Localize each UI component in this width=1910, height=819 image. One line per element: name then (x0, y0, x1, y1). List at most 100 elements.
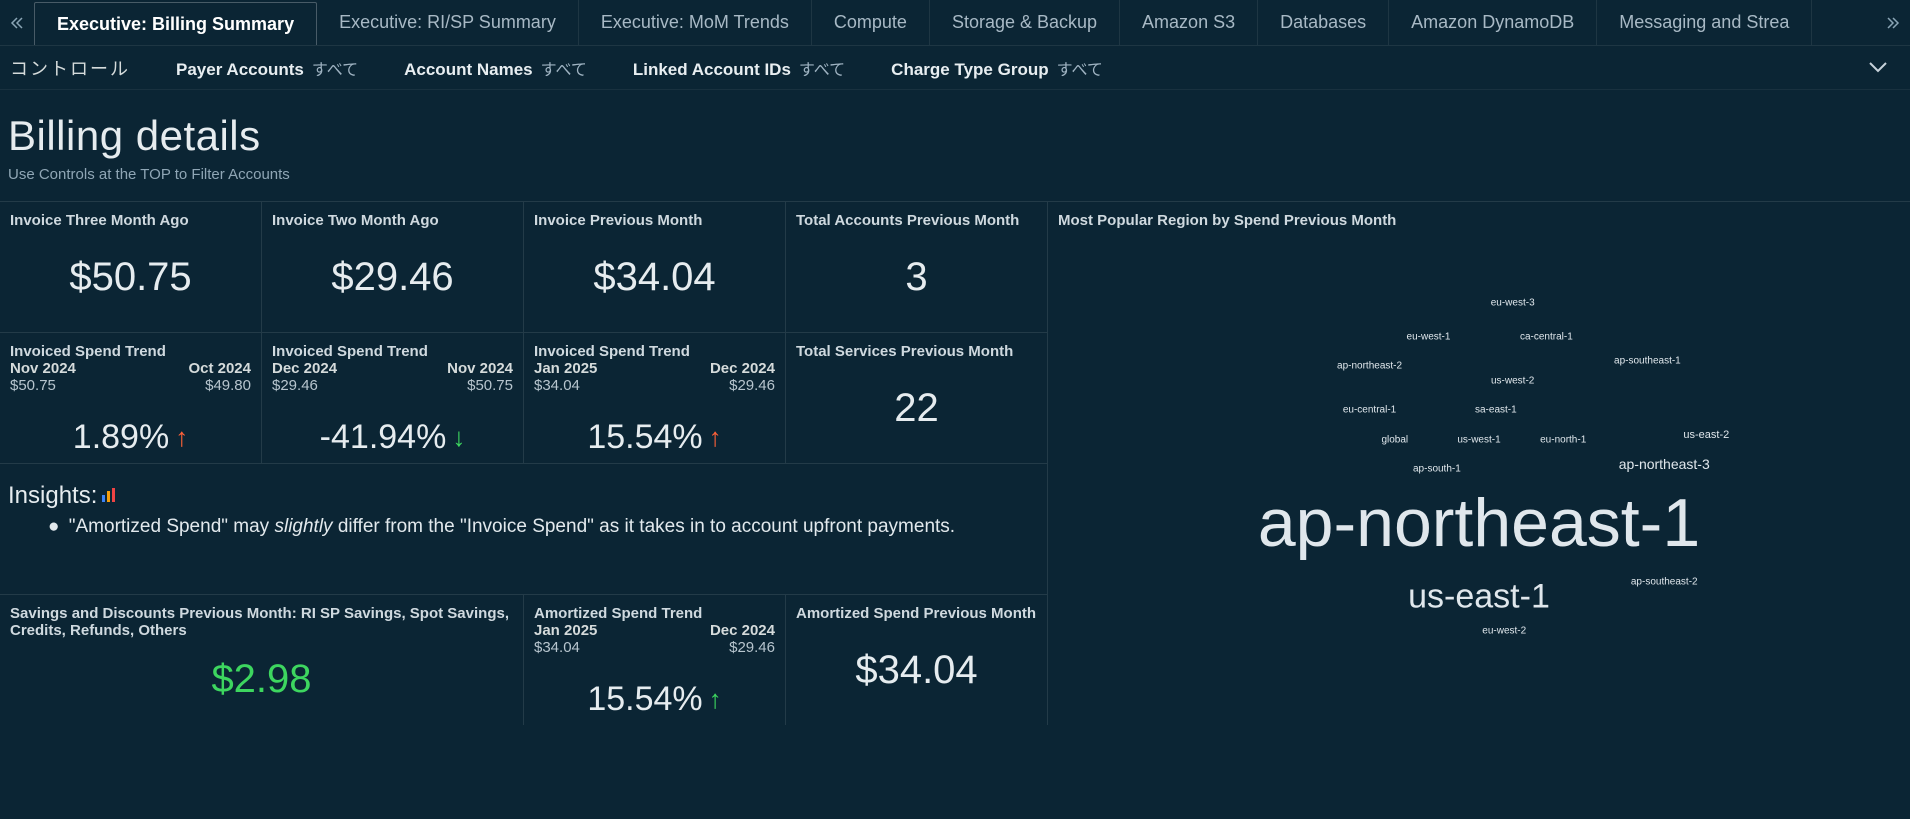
sheet-tab[interactable]: Amazon DynamoDB (1389, 0, 1597, 45)
trend-prev-label: Oct 2024 (188, 360, 251, 377)
trend-current-value: $34.04 (534, 377, 597, 394)
trend-delta: 15.54% ↑ (587, 418, 721, 457)
trend-current-label: Dec 2024 (272, 360, 337, 377)
kpi-title: Total Services Previous Month (796, 343, 1037, 360)
kpi-invoice-2mo[interactable]: Invoice Two Month Ago $29.46 (262, 201, 524, 332)
wordcloud-word[interactable]: us-west-1 (1457, 434, 1500, 445)
chevron-down-icon (1868, 61, 1888, 73)
trend-delta-value: 1.89% (73, 418, 169, 457)
filter-control[interactable]: Payer Accounts すべて (176, 56, 358, 80)
trend-prev-label: Dec 2024 (710, 622, 775, 639)
kpi-total-services[interactable]: Total Services Previous Month 22 (786, 332, 1048, 463)
wordcloud-word[interactable]: ap-southeast-1 (1614, 356, 1681, 367)
kpi-invoice-3mo[interactable]: Invoice Three Month Ago $50.75 (0, 201, 262, 332)
wordcloud-canvas: ap-northeast-1 us-east-1 ap-northeast-3 us-… (1058, 229, 1900, 719)
kpi-value: $34.04 (796, 622, 1037, 719)
sheet-tab[interactable]: Databases (1258, 0, 1389, 45)
trend-prev-label: Nov 2024 (447, 360, 513, 377)
trend-invoiced-dec[interactable]: Invoiced Spend Trend Dec 2024 $29.46 Nov… (262, 332, 524, 463)
trend-current-label: Nov 2024 (10, 360, 76, 377)
filter-name: Payer Accounts (176, 60, 304, 80)
kpi-total-accounts[interactable]: Total Accounts Previous Month 3 (786, 201, 1048, 332)
sheet-tab[interactable]: Compute (812, 0, 930, 45)
kpi-value: 3 (796, 229, 1037, 326)
kpi-value: $2.98 (10, 639, 513, 719)
filter-control[interactable]: Linked Account IDs すべて (633, 56, 845, 80)
controls-collapse-toggle[interactable] (1856, 57, 1900, 78)
page-title: Billing details (8, 112, 1902, 160)
kpi-value: $34.04 (534, 229, 775, 326)
wordcloud-word[interactable]: eu-west-1 (1407, 331, 1451, 342)
trend-current-value: $29.46 (272, 377, 337, 394)
wordcloud-word[interactable]: ap-south-1 (1413, 464, 1461, 475)
wordcloud-word[interactable]: eu-north-1 (1540, 434, 1586, 445)
filter-name: Account Names (404, 60, 532, 80)
trend-prev-value: $29.46 (710, 639, 775, 656)
filter-name: Linked Account IDs (633, 60, 791, 80)
sheet-tab[interactable]: Executive: Billing Summary (34, 2, 317, 45)
arrow-up-icon: ↑ (709, 684, 722, 715)
wordcloud-word[interactable]: ap-northeast-1 (1258, 484, 1700, 562)
filter-name: Charge Type Group (891, 60, 1048, 80)
trend-prev-value: $50.75 (447, 377, 513, 394)
trend-invoiced-jan[interactable]: Invoiced Spend Trend Jan 2025 $34.04 Dec… (524, 332, 786, 463)
wordcloud-word[interactable]: us-east-2 (1683, 429, 1729, 441)
sheet-tab[interactable]: Executive: RI/SP Summary (317, 0, 579, 45)
wordcloud-word[interactable]: eu-west-3 (1491, 297, 1535, 308)
wordcloud-word[interactable]: eu-west-2 (1482, 625, 1526, 636)
kpi-title: Invoiced Spend Trend (10, 343, 251, 360)
trend-amortized[interactable]: Amortized Spend Trend Jan 2025 $34.04 De… (524, 594, 786, 725)
wordcloud-word[interactable]: us-west-2 (1491, 375, 1534, 386)
kpi-value: $29.46 (272, 229, 513, 326)
sheet-tab[interactable]: Executive: MoM Trends (579, 0, 812, 45)
trend-delta-value: 15.54% (587, 418, 702, 457)
trend-invoiced-nov[interactable]: Invoiced Spend Trend Nov 2024 $50.75 Oct… (0, 332, 262, 463)
trend-current-value: $50.75 (10, 377, 76, 394)
filter-value: すべて (312, 56, 358, 80)
wordcloud-word[interactable]: eu-central-1 (1343, 405, 1396, 416)
trend-delta-value: -41.94% (320, 418, 447, 457)
sheet-scroll-right-button[interactable] (1876, 0, 1910, 45)
sheet-tab[interactable]: Amazon S3 (1120, 0, 1258, 45)
filter-control[interactable]: Charge Type Groupすべて (891, 56, 1103, 80)
arrow-up-icon: ↑ (175, 422, 188, 453)
kpi-savings-discounts[interactable]: Savings and Discounts Previous Month: RI… (0, 594, 524, 725)
kpi-title: Savings and Discounts Previous Month: RI… (10, 605, 513, 639)
trend-delta: -41.94% ↓ (320, 418, 466, 457)
filter-value: すべて (799, 56, 845, 80)
sheet-scroll-left-button[interactable] (0, 0, 34, 45)
page-subtitle: Use Controls at the TOP to Filter Accoun… (8, 166, 1902, 183)
trend-delta: 1.89% ↑ (73, 418, 188, 457)
kpi-title: Invoiced Spend Trend (534, 343, 775, 360)
kpi-invoice-prev[interactable]: Invoice Previous Month $34.04 (524, 201, 786, 332)
wordcloud-word[interactable]: ap-northeast-2 (1337, 361, 1402, 372)
trend-prev-value: $49.80 (188, 377, 251, 394)
kpi-value: $50.75 (10, 229, 251, 326)
kpi-title: Total Accounts Previous Month (796, 212, 1037, 229)
arrow-up-icon: ↑ (709, 422, 722, 453)
sheet-tab[interactable]: Messaging and Strea (1597, 0, 1812, 45)
wordcloud-word[interactable]: global (1381, 434, 1408, 445)
insights-heading: Insights: (8, 482, 97, 510)
chevron-double-left-icon (10, 16, 24, 30)
kpi-amortized-prev[interactable]: Amortized Spend Previous Month $34.04 (786, 594, 1048, 725)
wordcloud-word[interactable]: sa-east-1 (1475, 405, 1517, 416)
kpi-title: Invoice Previous Month (534, 212, 775, 229)
chevron-double-right-icon (1886, 16, 1900, 30)
wordcloud-word[interactable]: us-east-1 (1408, 577, 1550, 616)
trend-prev-value: $29.46 (710, 377, 775, 394)
trend-current-label: Jan 2025 (534, 622, 597, 639)
sheet-tab[interactable]: Storage & Backup (930, 0, 1120, 45)
kpi-title: Amortized Spend Trend (534, 605, 775, 622)
kpi-value: 22 (796, 360, 1037, 457)
sheet-tab-bar: Executive: Billing SummaryExecutive: RI/… (0, 0, 1910, 46)
wordcloud-popular-region[interactable]: Most Popular Region by Spend Previous Mo… (1048, 201, 1910, 725)
kpi-title: Invoiced Spend Trend (272, 343, 513, 360)
wordcloud-word[interactable]: ap-southeast-2 (1631, 576, 1698, 587)
bar-chart-icon (101, 482, 117, 510)
wordcloud-word[interactable]: ap-northeast-3 (1619, 456, 1710, 472)
insights-text: ● "Amortized Spend" may slightly differ … (8, 516, 1039, 538)
filter-control[interactable]: Account Namesすべて (404, 56, 587, 80)
insights-panel: Insights: ● "Amortized Spend" may slight… (0, 463, 1048, 594)
wordcloud-word[interactable]: ca-central-1 (1520, 331, 1573, 342)
